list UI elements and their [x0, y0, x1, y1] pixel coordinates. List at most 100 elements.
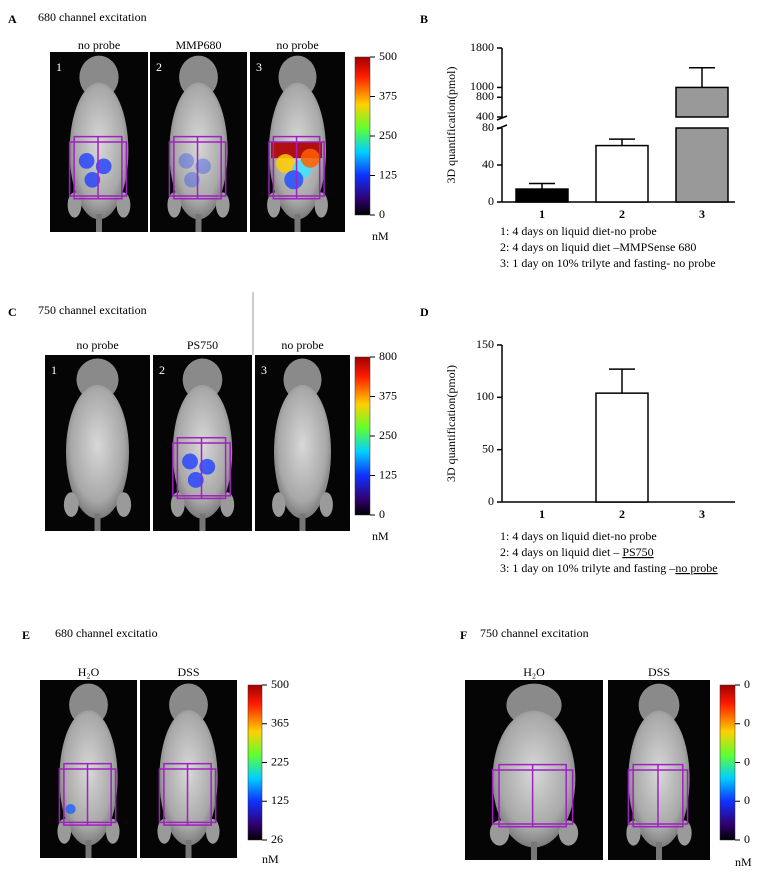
- y-tick-label: 1000: [470, 79, 494, 93]
- signal: [276, 154, 296, 174]
- note: 1: 4 days on liquid diet-no probe: [500, 529, 657, 543]
- panel-title: 680 channel excitation: [38, 10, 147, 24]
- mouse-leg: [319, 492, 333, 517]
- signal: [65, 804, 76, 815]
- colorbar: [354, 56, 371, 216]
- x-tick-label: 3: [699, 507, 705, 521]
- image-number: 2: [159, 363, 165, 377]
- colorbar-unit: nM: [372, 529, 389, 543]
- image-caption: no probe: [276, 38, 318, 52]
- note-text: 2: 4 days on liquid diet –MMPSense 680: [500, 240, 696, 254]
- signal: [187, 472, 204, 488]
- colorbar-tick-label: 125: [379, 167, 397, 181]
- image-caption: no probe: [281, 338, 323, 352]
- colorbar-tick-label: 0: [379, 207, 385, 221]
- signal: [184, 172, 200, 188]
- y-tick-label: 1800: [470, 40, 494, 54]
- x-tick-label: 2: [619, 507, 625, 521]
- mouse-leg: [272, 492, 286, 517]
- colorbar-tick-label: 0: [379, 507, 385, 521]
- note: 1: 4 days on liquid diet-no probe: [500, 224, 657, 238]
- y-tick-label: 100: [476, 389, 494, 403]
- mouse-body: [274, 384, 331, 519]
- image-number: 3: [261, 363, 267, 377]
- mouse-body: [169, 82, 228, 220]
- colorbar-tick-label: 0: [744, 754, 750, 768]
- mouse-tail: [199, 513, 206, 531]
- colorbar-tick-label: 500: [271, 677, 289, 691]
- mouse-tail: [195, 214, 202, 232]
- x-tick-label: 1: [539, 507, 545, 521]
- panel-title: 680 channel excitatio: [55, 626, 158, 640]
- mouse-body: [172, 384, 233, 519]
- y-tick-label: 40: [482, 157, 494, 171]
- panel-label: D: [420, 305, 429, 319]
- signal: [95, 158, 112, 175]
- axis-break: [496, 115, 508, 121]
- image-number: 2: [156, 60, 162, 74]
- axis-break: [496, 124, 508, 130]
- colorbar-tick-label: 500: [379, 49, 397, 63]
- y-tick-label: 80: [482, 120, 494, 134]
- colorbar-unit: nM: [735, 855, 752, 869]
- y-tick-label: 800: [476, 89, 494, 103]
- x-tick-label: 3: [699, 207, 705, 221]
- note: 2: 4 days on liquid diet – PS750: [500, 545, 654, 559]
- x-tick-label: 1: [539, 207, 545, 221]
- image-caption: H₂O: [78, 665, 100, 679]
- mouse-body: [69, 82, 129, 220]
- image-caption: no probe: [76, 338, 118, 352]
- y-tick-label: 0: [488, 494, 494, 508]
- colorbar-tick-label: 0: [744, 793, 750, 807]
- colorbar-tick-label: 0: [744, 832, 750, 846]
- colorbar-tick-label: 365: [271, 716, 289, 730]
- note-text: 3: 1 day on 10% trilyte and fasting –: [500, 561, 676, 575]
- y-tick-label: 400: [476, 109, 494, 123]
- mouse-tail: [185, 840, 192, 858]
- colorbar-tick-label: 125: [271, 793, 289, 807]
- mouse-leg: [63, 492, 79, 517]
- panel-label: B: [420, 12, 428, 26]
- bar: [515, 188, 569, 203]
- image-caption: MMP680: [175, 38, 221, 52]
- signal: [78, 153, 95, 169]
- note-underlined: PS750: [622, 545, 653, 559]
- panel-label: C: [8, 305, 17, 319]
- mouse-tail: [299, 513, 306, 531]
- image-number: 3: [256, 60, 262, 74]
- note: 3: 1 day on 10% trilyte and fasting –no …: [500, 561, 718, 575]
- signal: [284, 170, 304, 190]
- y-axis-label: 3D quantification(pmol): [444, 67, 458, 184]
- colorbar-tick-label: 375: [379, 388, 397, 402]
- mouse-body: [628, 710, 690, 848]
- colorbar-tick-label: 375: [379, 88, 397, 102]
- colorbar-unit: nM: [372, 229, 389, 243]
- signal: [178, 153, 195, 169]
- y-tick-label: 0: [488, 194, 494, 208]
- colorbar: [354, 356, 371, 516]
- colorbar-tick-label: 0: [744, 716, 750, 730]
- mouse-tail: [294, 214, 301, 232]
- image-number: 1: [56, 60, 62, 74]
- note-text: 1: 4 days on liquid diet-no probe: [500, 529, 657, 543]
- panel-title: 750 channel excitation: [38, 303, 147, 317]
- image-caption: DSS: [648, 665, 670, 679]
- note-underlined: no probe: [675, 561, 717, 575]
- colorbar-tick-label: 26: [271, 832, 283, 846]
- mouse-body: [492, 710, 576, 848]
- mouse-tail: [656, 842, 662, 860]
- bar: [675, 127, 729, 203]
- mouse-tail: [94, 513, 101, 531]
- colorbar: [247, 684, 263, 841]
- panel-label: A: [8, 12, 17, 26]
- mouse-tail: [531, 842, 537, 860]
- colorbar-tick-label: 800: [379, 349, 397, 363]
- image-caption: PS750: [187, 338, 218, 352]
- colorbar-tick-label: 0: [744, 677, 750, 691]
- y-tick-label: 150: [476, 337, 494, 351]
- signal: [195, 158, 211, 175]
- signal: [182, 453, 198, 470]
- mouse-tail: [85, 840, 92, 858]
- note: 2: 4 days on liquid diet –MMPSense 680: [500, 240, 696, 254]
- mouse-leg: [116, 492, 132, 517]
